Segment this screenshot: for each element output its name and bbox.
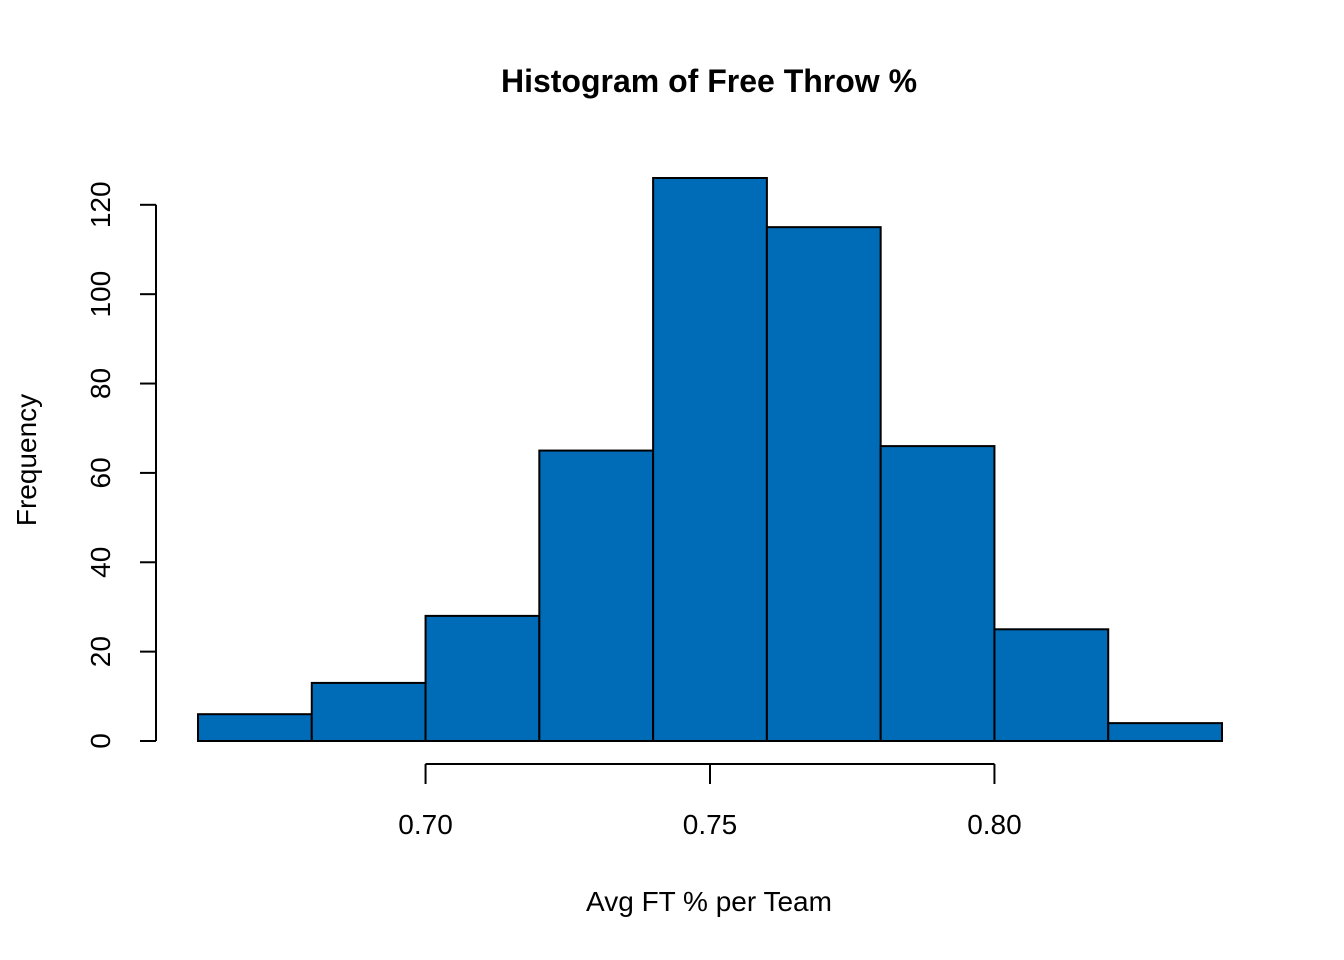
x-axis: 0.70 0.75 0.80: [398, 763, 1022, 840]
histogram-bar-9: [1107, 722, 1223, 743]
histogram-bar-4: [538, 449, 655, 742]
x-tick-label-0-8: 0.80: [967, 809, 1022, 840]
y-tick-label-0: 0: [85, 733, 116, 749]
histogram-bar-5: [652, 177, 768, 742]
y-tick-label-40: 40: [85, 547, 116, 578]
y-tick-label-120: 120: [85, 181, 116, 228]
y-axis-label: Frequency: [11, 394, 42, 526]
y-tick-label-20: 20: [85, 636, 116, 667]
bars-group: [197, 177, 1223, 743]
x-tick-label-0-75: 0.75: [683, 809, 738, 840]
y-tick-label-100: 100: [85, 271, 116, 318]
y-tick-label-80: 80: [85, 368, 116, 399]
y-tick-label-60: 60: [85, 457, 116, 488]
histogram-bar-2: [310, 681, 427, 743]
x-axis-label: Avg FT % per Team: [586, 886, 832, 917]
histogram-bar-6: [765, 226, 882, 742]
histogram-bar-8: [993, 628, 1110, 742]
y-axis: 0 20 40 60 80 100 120: [85, 181, 157, 749]
histogram-bar-1: [197, 713, 313, 743]
histogram-bar-3: [424, 614, 541, 743]
chart-title: Histogram of Free Throw %: [501, 63, 917, 99]
histogram-bar-7: [879, 445, 996, 742]
x-tick-label-0-7: 0.70: [398, 809, 453, 840]
